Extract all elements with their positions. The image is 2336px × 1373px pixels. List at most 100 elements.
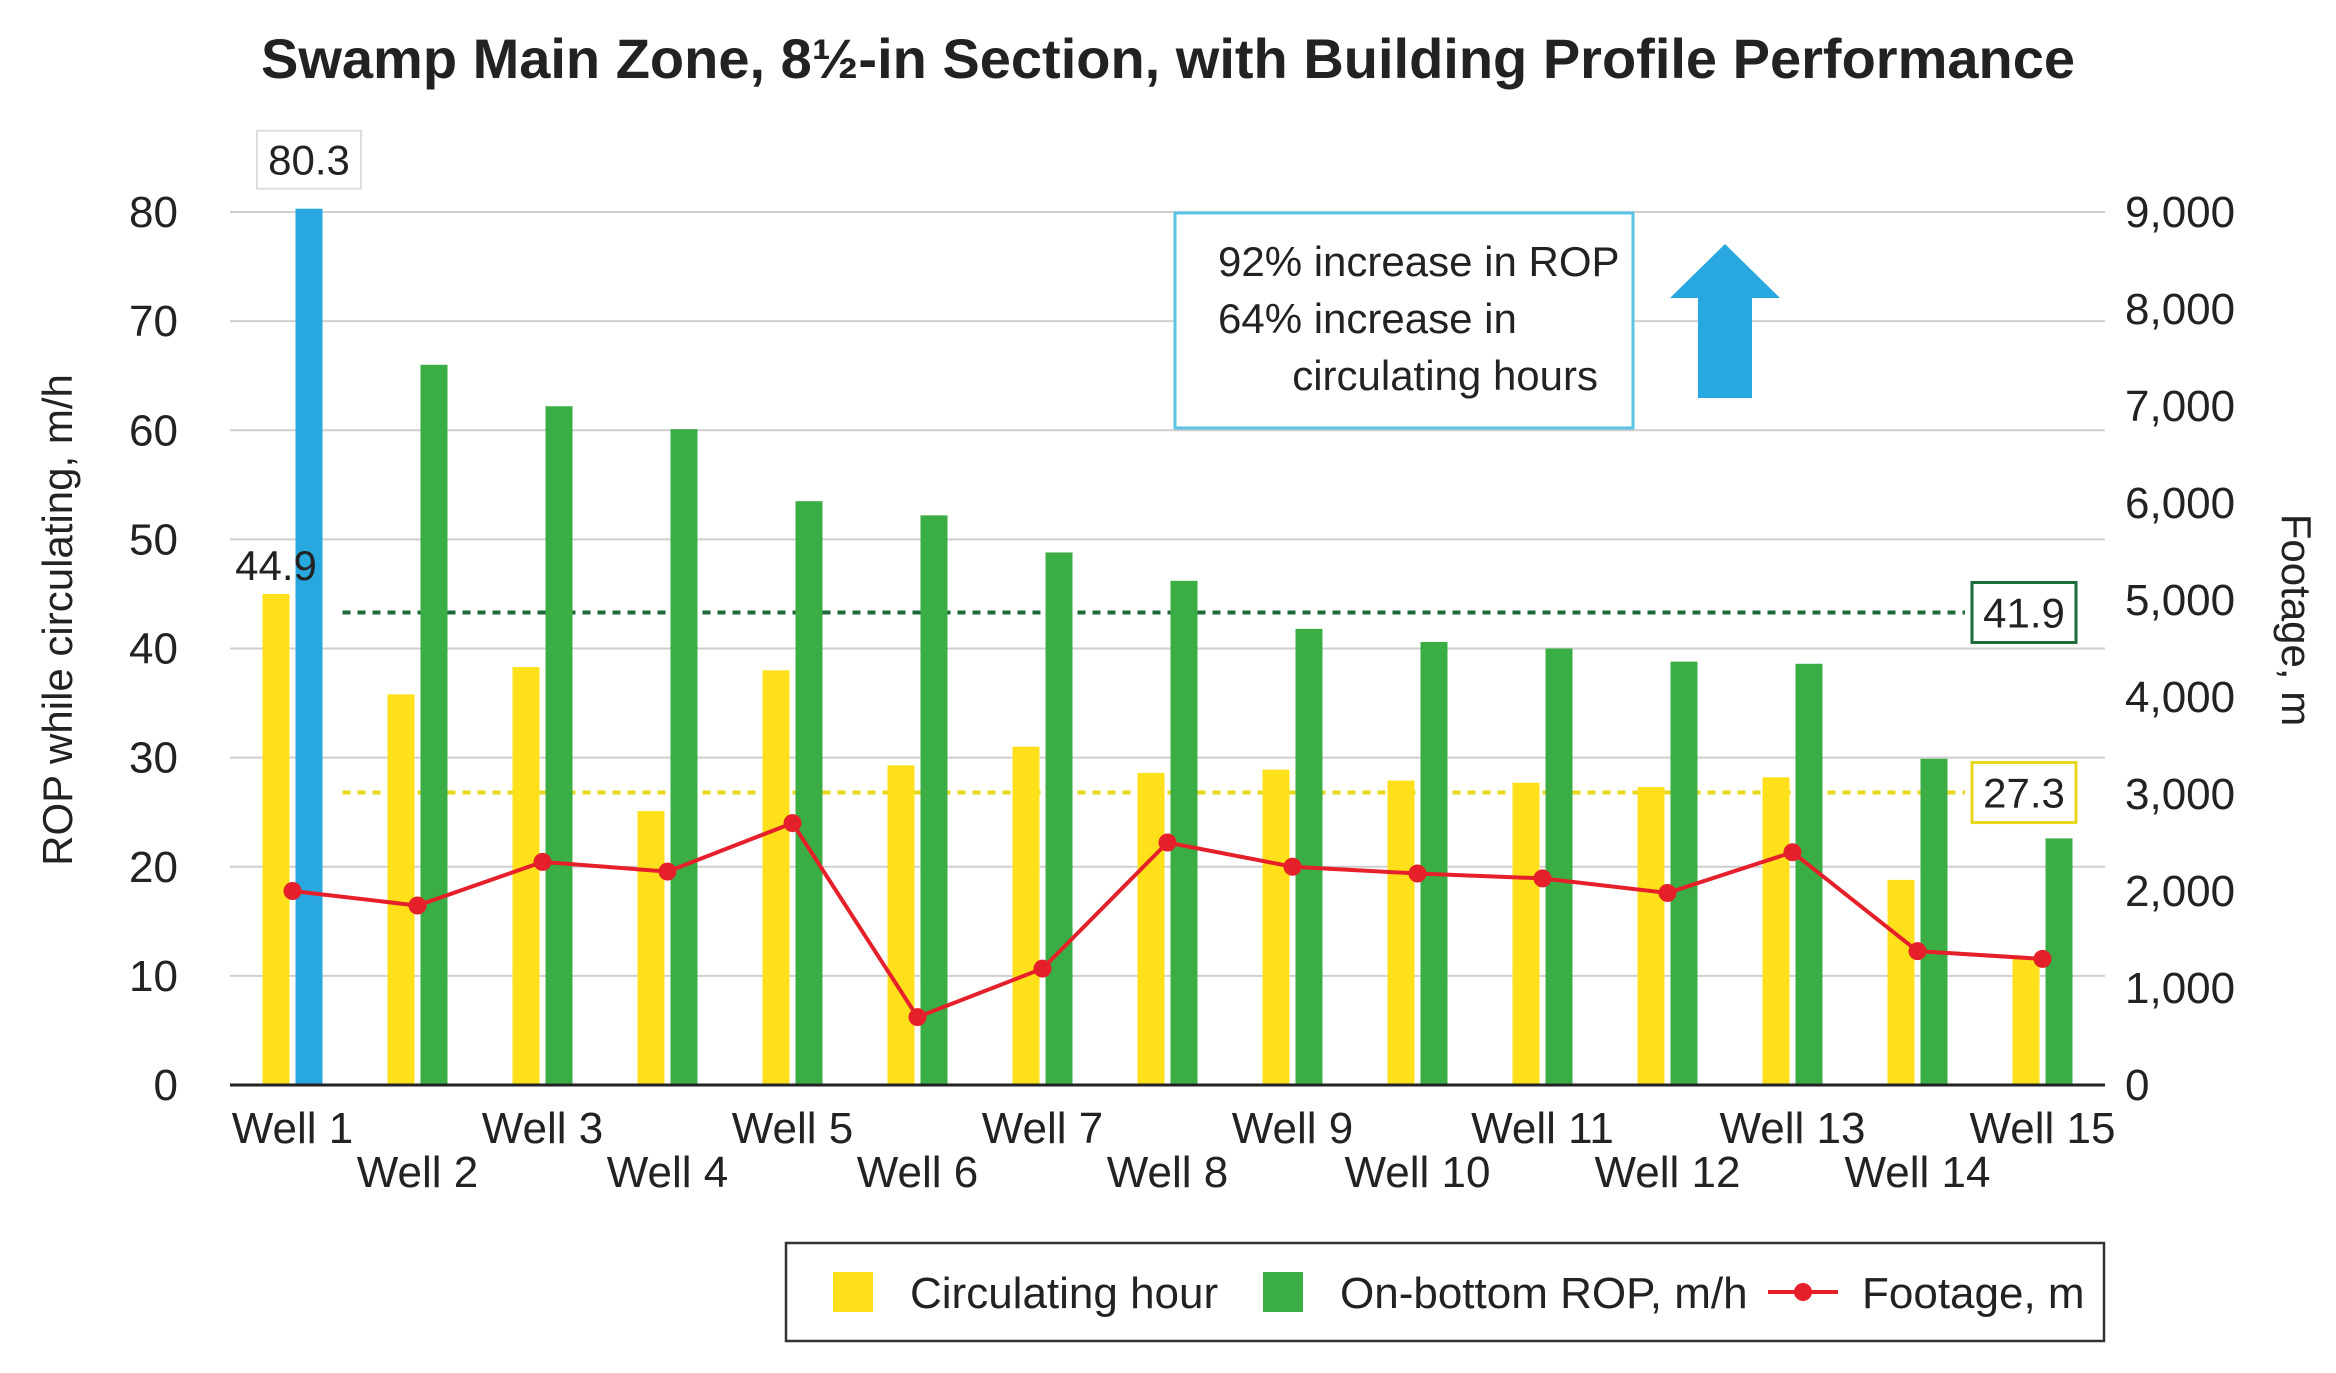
- bar-on-bottom-rop-m-h-well-3: [545, 406, 573, 1085]
- reference-label-0: 41.9: [1983, 589, 2065, 636]
- bar-circulating-hour-well-9: [1262, 769, 1290, 1085]
- y2-tick-label: 2,000: [2125, 867, 2235, 916]
- y-tick-label: 0: [154, 1061, 178, 1110]
- x-tick-label: Well 2: [357, 1148, 478, 1197]
- bar-on-bottom-rop-m-h-well-8: [1170, 580, 1198, 1085]
- bar-on-bottom-rop-m-h-well-5: [795, 501, 823, 1085]
- y-axis-ticks: 0 10 20 30 40 50 60 70 80: [129, 188, 178, 1110]
- x-tick-label: Well 9: [1232, 1104, 1353, 1153]
- bar-circulating-hour-well-11: [1512, 782, 1540, 1085]
- bar-circulating-hour-well-4: [637, 811, 665, 1085]
- footage-point-well-15: [2033, 949, 2052, 968]
- x-tick-label: Well 14: [1845, 1148, 1991, 1197]
- bar-circulating-hour-well-13: [1762, 777, 1790, 1085]
- bar-on-bottom-rop-m-h-well-1: [295, 208, 323, 1085]
- x-tick-label: Well 6: [857, 1148, 978, 1197]
- y-tick-label: 80: [129, 188, 178, 237]
- x-tick-label: Well 15: [1970, 1104, 2116, 1153]
- bar-circulating-hour-well-10: [1387, 780, 1415, 1085]
- chart-title: Swamp Main Zone, 8½-in Section, with Bui…: [261, 27, 2075, 90]
- footage-point-well-2: [408, 896, 427, 915]
- data-label-on-bottom-rop-m-h: 80.3: [268, 137, 350, 184]
- reference-label-1: 27.3: [1983, 770, 2065, 817]
- y2-axis-ticks: 0 1,000 2,000 3,000 4,000 5,000 6,000 7,000 8,00…: [2125, 188, 2235, 1110]
- y-tick-label: 10: [129, 952, 178, 1001]
- footage-point-well-1: [283, 882, 302, 900]
- y2-tick-label: 4,000: [2125, 673, 2235, 722]
- footage-point-well-9: [1283, 857, 1302, 876]
- bar-circulating-hour-well-7: [1012, 746, 1040, 1085]
- gridlines: [230, 211, 2105, 977]
- y-tick-label: 60: [129, 406, 178, 455]
- annotation-line-2: 64% increase in: [1218, 295, 1517, 342]
- bar-on-bottom-rop-m-h-well-10: [1420, 641, 1448, 1085]
- bar-circulating-hour-well-12: [1637, 787, 1665, 1085]
- bar-on-bottom-rop-m-h-well-11: [1545, 648, 1573, 1085]
- x-tick-label: Well 5: [732, 1104, 853, 1153]
- bar-circulating-hour-well-6: [887, 765, 915, 1085]
- bar-on-bottom-rop-m-h-well-14: [1920, 758, 1948, 1085]
- legend-swatch-footage-marker: [1794, 1283, 1812, 1301]
- bar-circulating-hour-well-8: [1137, 772, 1165, 1085]
- data-label-circulating-hour: 44.9: [235, 542, 317, 589]
- footage-line-series: [283, 814, 2052, 1027]
- legend-swatch-circulating-hour: [833, 1272, 873, 1312]
- annotation-line-3: circulating hours: [1292, 352, 1598, 399]
- y2-tick-label: 7,000: [2125, 382, 2235, 431]
- y-tick-label: 70: [129, 297, 178, 346]
- x-tick-label: Well 7: [982, 1104, 1103, 1153]
- y2-tick-label: 9,000: [2125, 188, 2235, 237]
- up-arrow-icon: [1670, 244, 1780, 398]
- annotation-border: [1173, 211, 1635, 430]
- legend-label-footage: Footage, m: [1862, 1269, 2085, 1318]
- footage-point-well-8: [1158, 833, 1177, 852]
- bar-on-bottom-rop-m-h-well-6: [920, 515, 948, 1085]
- data-labels: 80.3 44.9: [235, 129, 362, 589]
- reference-label-box-0: [1970, 580, 2078, 644]
- y-axis-label: ROP while circulating, m/h: [34, 374, 81, 866]
- x-tick-label: Well 4: [607, 1148, 728, 1197]
- y2-tick-label: 0: [2125, 1061, 2149, 1110]
- reference-lines: 41.9 27.3: [342, 580, 2078, 825]
- footage-point-well-13: [1783, 843, 1802, 862]
- bar-on-bottom-rop-m-h-well-9: [1295, 628, 1323, 1085]
- legend-label-circulating-hour: Circulating hour: [910, 1269, 1218, 1318]
- annotation-line-1: 92% increase in ROP: [1218, 238, 1620, 285]
- footage-point-well-12: [1658, 883, 1677, 902]
- x-tick-label: Well 13: [1720, 1104, 1866, 1153]
- legend-label-on-bottom-rop: On-bottom ROP, m/h: [1340, 1269, 1748, 1318]
- bar-circulating-hour-well-2: [387, 694, 415, 1085]
- x-tick-label: Well 1: [232, 1104, 353, 1153]
- bars: [262, 208, 2073, 1085]
- x-tick-label: Well 12: [1595, 1148, 1741, 1197]
- legend: Circulating hour On-bottom ROP, m/h Foot…: [784, 1241, 2106, 1343]
- y2-tick-label: 3,000: [2125, 770, 2235, 819]
- x-tick-label: Well 8: [1107, 1148, 1228, 1197]
- data-label-box-0: [256, 129, 362, 190]
- reference-label-box-1: [1970, 761, 2078, 825]
- x-tick-label: Well 3: [482, 1104, 603, 1153]
- bar-on-bottom-rop-m-h-well-12: [1670, 661, 1698, 1085]
- y-tick-label: 30: [129, 734, 178, 783]
- footage-point-well-4: [658, 862, 677, 881]
- bar-on-bottom-rop-m-h-well-7: [1045, 552, 1073, 1085]
- footage-point-well-6: [908, 1008, 927, 1027]
- y2-tick-label: 6,000: [2125, 479, 2235, 528]
- footage-point-well-14: [1908, 942, 1927, 961]
- bar-circulating-hour-well-5: [762, 670, 790, 1085]
- y-tick-label: 50: [129, 515, 178, 564]
- x-tick-label: Well 10: [1345, 1148, 1491, 1197]
- y2-tick-label: 5,000: [2125, 576, 2235, 625]
- y-tick-label: 20: [129, 843, 178, 892]
- footage-point-well-5: [783, 814, 802, 833]
- bar-circulating-hour-well-15: [2012, 958, 2040, 1085]
- legend-swatch-on-bottom-rop: [1263, 1272, 1303, 1312]
- bar-circulating-hour-well-14: [1887, 879, 1915, 1085]
- legend-border: [784, 1241, 2106, 1343]
- y2-axis-label: Footage, m: [2273, 514, 2320, 726]
- y-tick-label: 40: [129, 625, 178, 674]
- x-tick-label: Well 11: [1471, 1104, 1614, 1153]
- footage-point-well-10: [1408, 864, 1427, 883]
- bar-circulating-hour-well-1: [262, 593, 290, 1085]
